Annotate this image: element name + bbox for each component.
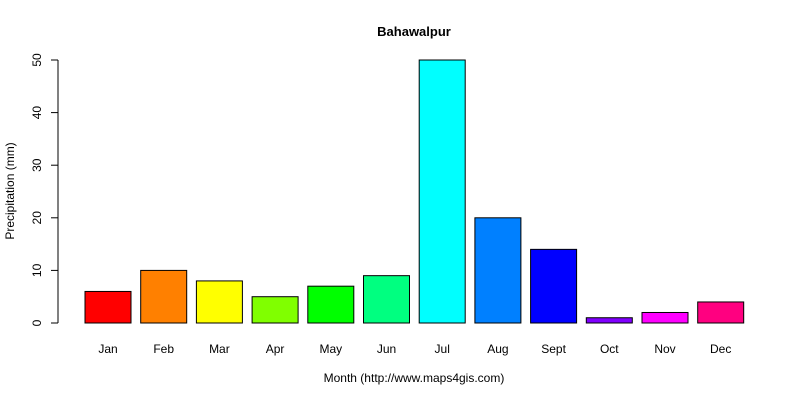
x-axis-label: Month (http://www.maps4gis.com) (324, 371, 505, 385)
x-tick-label: Apr (266, 342, 285, 356)
bar-feb (140, 269, 188, 324)
x-tick-label: Oct (600, 342, 619, 356)
x-tick-label: Nov (654, 342, 675, 356)
x-tick-label: Dec (710, 342, 731, 356)
bars (84, 59, 745, 324)
x-tick-label: Jul (435, 342, 450, 356)
y-tick-label: 50 (30, 53, 44, 67)
y-axis: 0 10 20 30 40 50 (30, 53, 59, 326)
bar-apr (251, 296, 299, 324)
bar-mar (195, 280, 243, 324)
bar-sept (530, 248, 578, 324)
x-tick-label: Jan (98, 342, 117, 356)
x-tick-label: Aug (487, 342, 508, 356)
bar-dec (697, 301, 745, 324)
bar-nov (641, 311, 689, 324)
x-tick-label: May (319, 342, 342, 356)
y-tick-label: 30 (30, 158, 44, 172)
bar-jul (418, 59, 466, 324)
bar-jun (363, 275, 410, 324)
x-tick-label: Jun (377, 342, 396, 356)
y-tick-label: 10 (30, 263, 44, 277)
bar-jan (84, 290, 132, 324)
x-tick-label: Mar (209, 342, 230, 356)
x-tick-label: Feb (153, 342, 174, 356)
bar-oct (585, 317, 633, 324)
bar-aug (474, 217, 522, 324)
x-tick-label: Sept (541, 342, 566, 356)
x-axis-tick-labels: Jan Feb Mar Apr May Jun Jul Aug Sept Oct Nov Dec (98, 342, 731, 356)
y-axis-label: Precipitation (mm) (3, 142, 17, 239)
chart-title: Bahawalpur (377, 24, 451, 39)
y-tick-label: 0 (30, 319, 44, 326)
y-tick-label: 20 (30, 211, 44, 225)
bar-may (307, 285, 355, 324)
y-tick-label: 40 (30, 106, 44, 120)
